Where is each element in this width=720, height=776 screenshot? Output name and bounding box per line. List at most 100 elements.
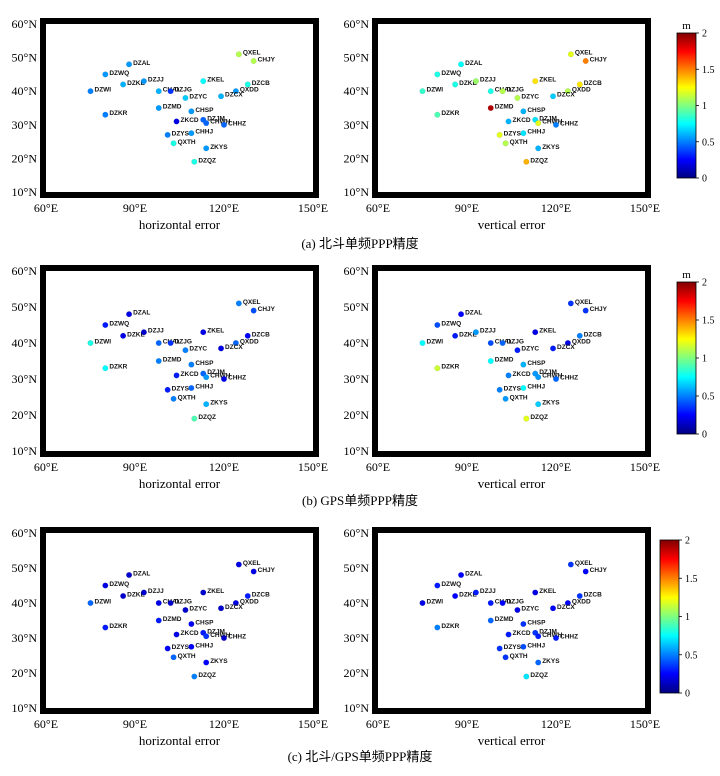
station-point xyxy=(452,332,459,339)
station-label: DZKR xyxy=(441,364,459,371)
station-label: CHSP xyxy=(527,107,546,114)
station-point xyxy=(487,617,494,624)
map-panel-c-vertical: 60°E 90°E 120°E 150°E 10°N 20°N 30°N 40°N 50°N 60… xyxy=(344,526,661,748)
station-label: DZKR xyxy=(441,110,459,117)
station-point xyxy=(514,607,521,613)
station-label: DZWQ xyxy=(441,321,461,328)
station-label: ZKCD xyxy=(513,630,531,637)
station-label: QXTH xyxy=(178,653,196,660)
station-point xyxy=(244,593,251,599)
station-point xyxy=(188,621,195,627)
station-label: CHSP xyxy=(195,620,214,627)
y-tick-label: 20°N xyxy=(12,408,38,422)
colorbar-tick-label: 1.5 xyxy=(685,574,698,585)
x-tick-label: 150°E xyxy=(630,201,660,215)
station-label: DZKE xyxy=(127,331,145,338)
station-label: DZAL xyxy=(465,571,482,578)
station-label: QXDD xyxy=(240,599,259,606)
station-point xyxy=(87,340,94,346)
station-point xyxy=(535,401,542,408)
station-point xyxy=(235,300,242,307)
station-label: ZKEL xyxy=(539,328,556,335)
station-point xyxy=(564,600,571,606)
x-tick-label: 120°E xyxy=(209,460,239,474)
map-area xyxy=(378,271,645,451)
y-tick-label: 40°N xyxy=(12,596,38,610)
station-label: DZMD xyxy=(495,357,514,364)
station-label: DZYS xyxy=(504,644,522,651)
station-point xyxy=(567,300,574,307)
station-label: DZWI xyxy=(427,87,444,94)
colorbar-tick-label: 0.5 xyxy=(702,137,715,148)
station-label: QXDD xyxy=(572,87,591,94)
station-point xyxy=(191,158,198,165)
colorbar-gradient xyxy=(676,281,697,435)
y-tick-label: 60°N xyxy=(12,526,38,540)
y-tick-label: 20°N xyxy=(344,408,370,422)
station-point xyxy=(232,600,239,606)
station-point xyxy=(550,345,556,352)
station-label: DZKE xyxy=(127,80,145,87)
y-tick-label: 60°N xyxy=(344,17,370,31)
y-tick-label: 20°N xyxy=(344,666,370,680)
station-label: DZQZ xyxy=(530,414,548,421)
y-tick-label: 40°N xyxy=(344,84,370,98)
station-label: QXDD xyxy=(572,599,591,606)
station-label: DZAL xyxy=(133,571,150,578)
station-point xyxy=(200,329,207,336)
station-point xyxy=(164,386,171,393)
station-label: CHHZ xyxy=(560,120,578,127)
colorbar-c: 0 0.5 1 1.5 2 xyxy=(659,536,698,700)
colorbar-gradient xyxy=(659,539,680,694)
station-point xyxy=(520,108,527,115)
map-area xyxy=(46,271,313,451)
station-point xyxy=(487,105,494,111)
station-label: CHWH xyxy=(210,373,231,380)
station-point xyxy=(535,145,542,152)
station-point xyxy=(532,589,539,596)
station-label: DZYS xyxy=(172,130,190,137)
station-label: DZYS xyxy=(504,385,522,392)
station-point xyxy=(452,593,459,599)
station-point xyxy=(472,78,479,85)
x-tick-label: 90°E xyxy=(455,717,479,731)
x-axis-label: vertical error xyxy=(478,217,546,232)
panel-caption-b: (b) GPS单频PPP精度 xyxy=(302,493,418,508)
station-point xyxy=(164,645,171,652)
station-point xyxy=(520,621,527,627)
station-label: DZCX xyxy=(225,604,243,611)
station-point xyxy=(576,332,583,339)
y-tick-label: 20°N xyxy=(344,151,370,165)
station-point xyxy=(200,78,207,85)
station-point xyxy=(87,600,94,606)
station-label: CHJY xyxy=(590,56,608,63)
station-point xyxy=(155,600,162,606)
station-label: ZKYS xyxy=(210,400,228,407)
station-label: DZQZ xyxy=(530,157,548,164)
station-label: DZJJ xyxy=(480,77,496,84)
station-label: DZYC xyxy=(189,606,207,613)
station-point xyxy=(102,322,109,328)
x-tick-label: 150°E xyxy=(298,201,328,215)
station-label: CHHJ xyxy=(195,384,213,391)
x-tick-label: 120°E xyxy=(541,201,571,215)
x-axis-label: horizontal error xyxy=(139,217,221,232)
station-point xyxy=(564,88,571,95)
station-label: DZYC xyxy=(521,346,539,353)
station-point xyxy=(188,130,195,137)
station-label: CHHZ xyxy=(560,375,578,382)
station-label: DZCX xyxy=(225,92,243,99)
panel-caption-a: (a) 北斗单频PPP精度 xyxy=(301,236,418,251)
colorbar-unit: m xyxy=(682,269,691,281)
station-point xyxy=(203,145,210,152)
colorbar-tick-label: 2 xyxy=(702,278,707,289)
station-point xyxy=(167,600,174,606)
y-tick-label: 20°N xyxy=(12,666,38,680)
station-label: CHSP xyxy=(527,620,546,627)
station-label: DZJG xyxy=(507,339,524,346)
station-point xyxy=(499,600,506,606)
station-label: DZJM xyxy=(539,369,557,376)
y-tick-label: 50°N xyxy=(12,51,38,65)
x-axis-label: horizontal error xyxy=(139,733,221,748)
x-tick-label: 150°E xyxy=(298,460,328,474)
